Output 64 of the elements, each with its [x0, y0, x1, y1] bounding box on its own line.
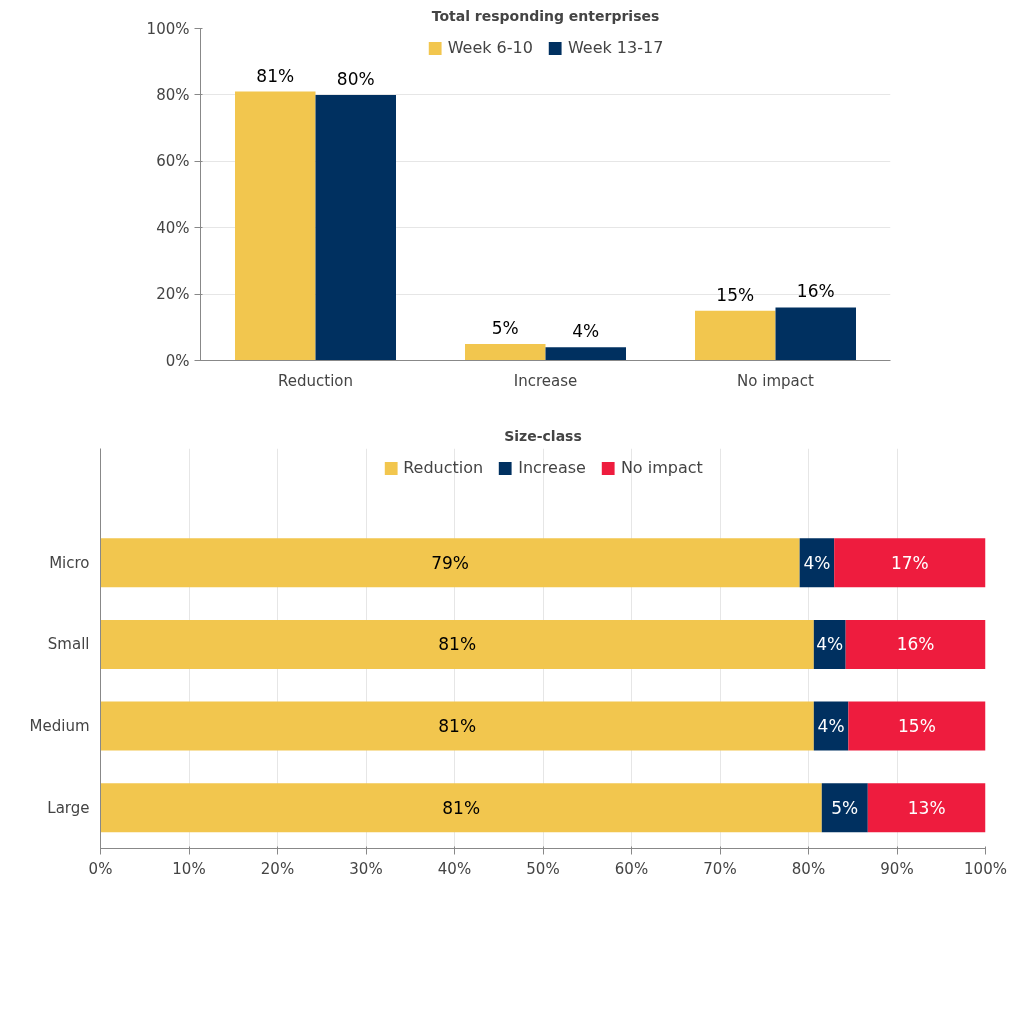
x-tick-label: 40%: [437, 859, 472, 878]
bar: [775, 307, 856, 361]
y-tick-label: 100%: [146, 19, 190, 38]
legend-label: Increase: [518, 458, 586, 477]
x-tick-label: 10%: [172, 859, 206, 878]
bar: [315, 94, 396, 361]
data-label: 4%: [816, 634, 844, 655]
legend-label: Week 13-17: [567, 38, 664, 57]
chart-title: Total responding enterprises: [431, 7, 660, 24]
bar: [235, 91, 316, 361]
y-tick-label: Micro: [49, 553, 90, 572]
x-tick-label: 90%: [880, 859, 914, 878]
data-label: 81%: [438, 634, 477, 655]
legend-label: Week 6-10: [447, 38, 533, 57]
x-tick-label: 20%: [260, 859, 295, 878]
data-label: 4%: [817, 716, 845, 737]
bar: [845, 619, 986, 669]
bar: [867, 783, 986, 833]
data-label: 4%: [572, 321, 600, 342]
data-label: 5%: [491, 317, 519, 338]
bar: [100, 538, 800, 588]
x-tick-label: Increase: [513, 371, 578, 390]
data-label: 15%: [716, 284, 755, 305]
data-label: 15%: [898, 716, 936, 737]
data-label: 81%: [442, 797, 481, 818]
bar: [695, 310, 776, 361]
y-tick-label: 60%: [156, 152, 190, 171]
bar: [834, 538, 986, 588]
data-label: 80%: [336, 68, 375, 89]
data-label: 5%: [831, 797, 859, 818]
data-label: 4%: [803, 552, 831, 573]
data-label: 81%: [256, 65, 295, 86]
x-tick-label: 30%: [349, 859, 383, 878]
x-tick-label: No impact: [737, 371, 815, 390]
x-tick-label: Reduction: [278, 371, 354, 390]
chart-title: Size-class: [504, 427, 582, 444]
legend-label: No impact: [620, 458, 703, 477]
x-tick-label: 80%: [791, 859, 826, 878]
y-tick-label: 20%: [156, 285, 190, 304]
y-tick-label: 0%: [165, 351, 190, 370]
bar: [465, 343, 546, 361]
y-tick-label: Large: [47, 798, 90, 817]
data-label: 13%: [907, 797, 946, 818]
bar: [545, 347, 626, 361]
bar: [100, 701, 814, 751]
x-tick-label: 70%: [703, 859, 737, 878]
data-label: 79%: [431, 552, 469, 573]
data-label: 81%: [438, 716, 477, 737]
legend-label: Reduction: [403, 458, 484, 477]
data-label: 16%: [796, 281, 835, 302]
bar: [100, 619, 814, 669]
data-label: 16%: [896, 634, 935, 655]
bar: [821, 783, 868, 833]
bar: [848, 701, 986, 751]
y-tick-label: 40%: [156, 218, 190, 237]
y-tick-label: Medium: [29, 717, 90, 736]
y-tick-label: Small: [47, 635, 90, 654]
x-tick-label: 0%: [88, 859, 113, 878]
data-label: 17%: [890, 552, 929, 573]
x-tick-label: 60%: [614, 859, 649, 878]
y-tick-label: 80%: [156, 85, 190, 104]
x-tick-label: 100%: [964, 859, 1007, 878]
x-tick-label: 50%: [526, 859, 560, 878]
bar: [100, 783, 822, 833]
